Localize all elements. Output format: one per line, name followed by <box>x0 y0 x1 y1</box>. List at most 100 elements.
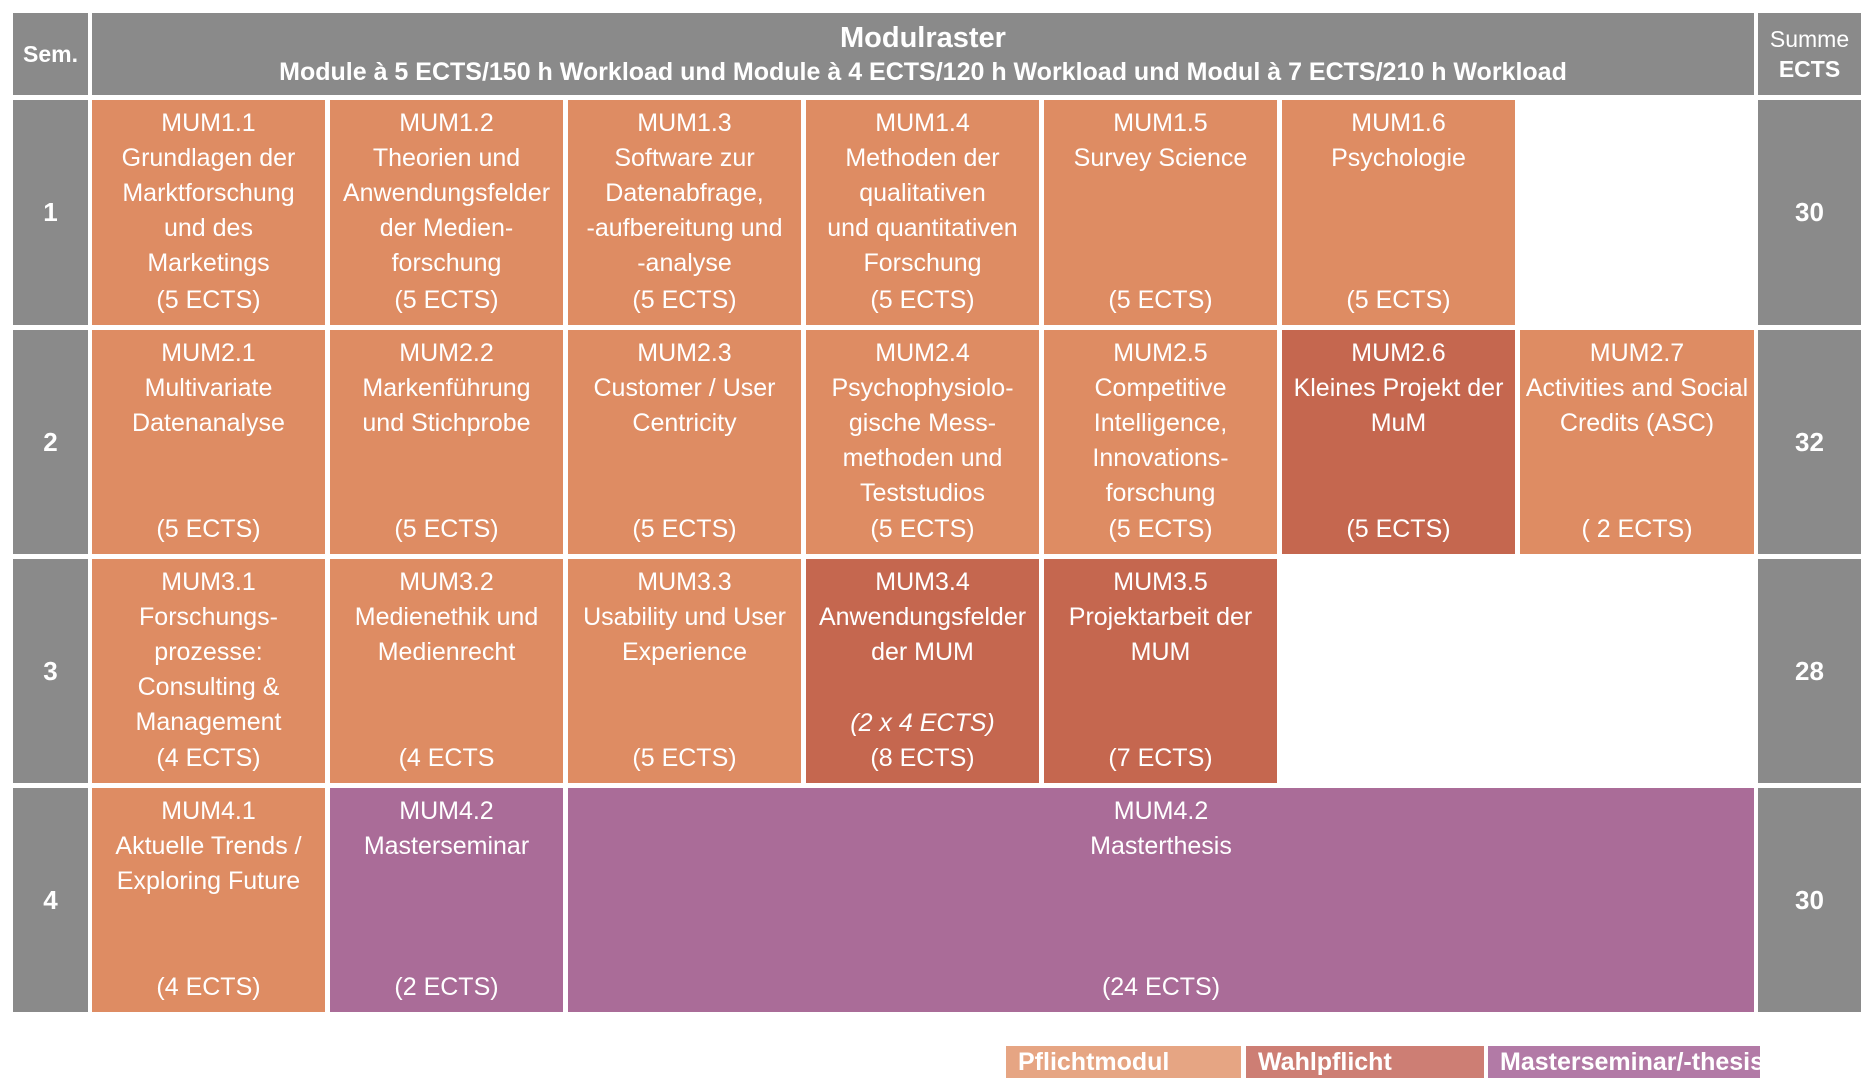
module-code: MUM4.2 <box>1113 797 1209 825</box>
semester-number-text: 1 <box>43 197 58 227</box>
semester-total: 32 <box>1758 330 1861 554</box>
module-title-line: -aufbereitung und <box>586 214 783 242</box>
module-title-line: Software zur <box>614 144 755 172</box>
legend-label: Wahlpflicht <box>1258 1048 1392 1076</box>
module-title-line: Projektarbeit der <box>1068 603 1253 631</box>
module-code: MUM1.4 <box>875 109 970 137</box>
module-ects: (5 ECTS) <box>1346 286 1451 314</box>
module-ects: (5 ECTS) <box>156 286 261 314</box>
module-cell: MUM2.2 Markenführung und Stichprobe (5 ECT… <box>330 330 563 554</box>
module-title-line: und des <box>164 214 253 242</box>
module-title-line: -analyse <box>637 249 732 277</box>
legend-masterseminar: Masterseminar/-thesis <box>1488 1046 1764 1078</box>
semester-number: 3 <box>13 559 88 783</box>
semester-total-text: 28 <box>1795 655 1824 686</box>
module-ects: (5 ECTS) <box>632 515 737 543</box>
module-code: MUM2.5 <box>1113 339 1208 367</box>
semester-number-text: 3 <box>43 655 58 686</box>
module-title-line: Kleines Projekt der <box>1293 374 1504 402</box>
semester-number: 1 <box>13 100 88 325</box>
semester-number: 4 <box>13 788 88 1012</box>
module-ects: (5 ECTS) <box>394 515 499 543</box>
module-cell: MUM3.3 Usability und User Experience (5 EC… <box>568 559 801 783</box>
module-title-line: Exploring Future <box>116 867 301 895</box>
module-code: MUM4.1 <box>161 797 256 825</box>
module-title-line: Medienethik und <box>354 603 539 631</box>
module-title-line: Usability und User <box>583 603 786 631</box>
module-title-line: Medienrecht <box>377 638 516 666</box>
module-code: MUM3.3 <box>637 568 732 596</box>
module-title-line: Anwendungsfelder <box>342 179 551 207</box>
module-code: MUM3.1 <box>161 568 256 596</box>
module-code: MUM2.4 <box>875 339 970 367</box>
module-ects: (4 ECTS) <box>156 973 261 1001</box>
module-cell: MUM4.2 Masterseminar (2 ECTS) <box>330 788 563 1012</box>
module-title-line: Centricity <box>632 409 737 437</box>
module-title-line: Methoden der <box>845 144 1000 172</box>
module-title-line: Intelligence, <box>1093 409 1228 437</box>
legend-label: Pflichtmodul <box>1018 1048 1170 1076</box>
module-title-line: Markenführung <box>362 374 531 402</box>
module-cell: MUM1.2 Theorien und Anwendungsfelder der Me… <box>330 100 563 325</box>
module-title-line: Marketings <box>147 249 270 277</box>
semester-number-text: 2 <box>43 426 58 457</box>
module-title-line: MUM <box>1130 638 1191 666</box>
semester-number: 2 <box>13 330 88 554</box>
module-cell: MUM1.5 Survey Science (5 ECTS) <box>1044 100 1277 325</box>
module-code: MUM2.3 <box>637 339 732 367</box>
semester-total: 30 <box>1758 100 1861 325</box>
module-cell: MUM2.6 Kleines Projekt der MuM (5 ECTS) <box>1282 330 1515 554</box>
module-code: MUM1.2 <box>399 109 494 137</box>
module-code: MUM3.2 <box>399 568 494 596</box>
module-title-line: und quantitativen <box>827 214 1018 242</box>
module-cell: MUM3.1 Forschungs-prozesse: Consulting & Ma… <box>92 559 325 783</box>
module-code: MUM3.5 <box>1113 568 1208 596</box>
module-title-line: Datenabfrage, <box>605 179 764 207</box>
module-title-line: Management <box>135 708 282 736</box>
module-code: MUM1.5 <box>1113 109 1208 137</box>
module-title-line: Anwendungsfelder <box>818 603 1027 631</box>
module-ects: ( 2 ECTS) <box>1581 515 1693 543</box>
semester-total-text: 30 <box>1795 197 1824 227</box>
module-ects: (8 ECTS) <box>870 744 975 772</box>
module-title-line: Innovations- <box>1092 444 1229 472</box>
module-code: MUM2.7 <box>1589 339 1685 367</box>
module-title-line: Psychologie <box>1331 144 1466 172</box>
module-title-line: Psychophysiolo- <box>831 374 1014 402</box>
module-title-line: Masterseminar <box>363 832 530 860</box>
module-title-line: Survey Science <box>1073 144 1248 172</box>
module-code: MUM2.1 <box>161 339 256 367</box>
legend-pflichtmodul: Pflichtmodul <box>1006 1046 1241 1078</box>
module-title-line: qualitativen <box>859 179 986 207</box>
module-title-line: gische Mess- <box>848 409 997 437</box>
module-ects-note: (2 x 4 ECTS) <box>850 709 995 737</box>
module-ects: (5 ECTS) <box>1108 286 1213 314</box>
module-title-line: forschung <box>391 249 502 277</box>
module-code: MUM1.3 <box>637 109 732 137</box>
grid-title-header: Modulraster Module à 5 ECTS/150 h Worklo… <box>92 13 1754 95</box>
module-cell: MUM3.5 Projektarbeit der MUM (7 ECTS) <box>1044 559 1277 783</box>
module-code: MUM1.6 <box>1351 109 1446 137</box>
module-title-line: der MUM <box>871 638 974 666</box>
module-cell: MUM1.4 Methoden der qualitativen und quanti… <box>806 100 1039 325</box>
module-cell: MUM2.4 Psychophysiolo-gische Mess-methode… <box>806 330 1039 554</box>
module-ects: (5 ECTS) <box>632 744 737 772</box>
module-cell: MUM3.4 Anwendungsfelder der MUM (2 x 4 ECT… <box>806 559 1039 783</box>
module-title-line: Forschung <box>863 249 982 277</box>
module-cell: MUM2.5 Competitive Intelligence, Innovation… <box>1044 330 1277 554</box>
module-ects: (5 ECTS) <box>870 286 975 314</box>
module-title-line: Forschungs- <box>139 603 278 631</box>
module-cell: MUM2.7 Activities and Social Credits (ASC)… <box>1520 330 1754 554</box>
module-ects: (24 ECTS) <box>1101 973 1221 1001</box>
module-ects: (5 ECTS) <box>1346 515 1451 543</box>
grid-title: Modulraster <box>840 22 1006 54</box>
module-ects: (4 ECTS) <box>156 744 261 772</box>
module-title-line: Activities and Social <box>1525 374 1749 402</box>
module-title-line: MuM <box>1370 409 1427 437</box>
module-title-line: Grundlagen der <box>121 144 296 172</box>
sum-header: Summe ECTS <box>1758 13 1861 95</box>
module-cell: MUM2.1 Multivariate Datenanalyse (5 ECTS) <box>92 330 325 554</box>
module-title-line: Experience <box>621 638 748 666</box>
module-cell: MUM1.6 Psychologie (5 ECTS) <box>1282 100 1515 325</box>
module-title-line: Competitive <box>1094 374 1227 402</box>
